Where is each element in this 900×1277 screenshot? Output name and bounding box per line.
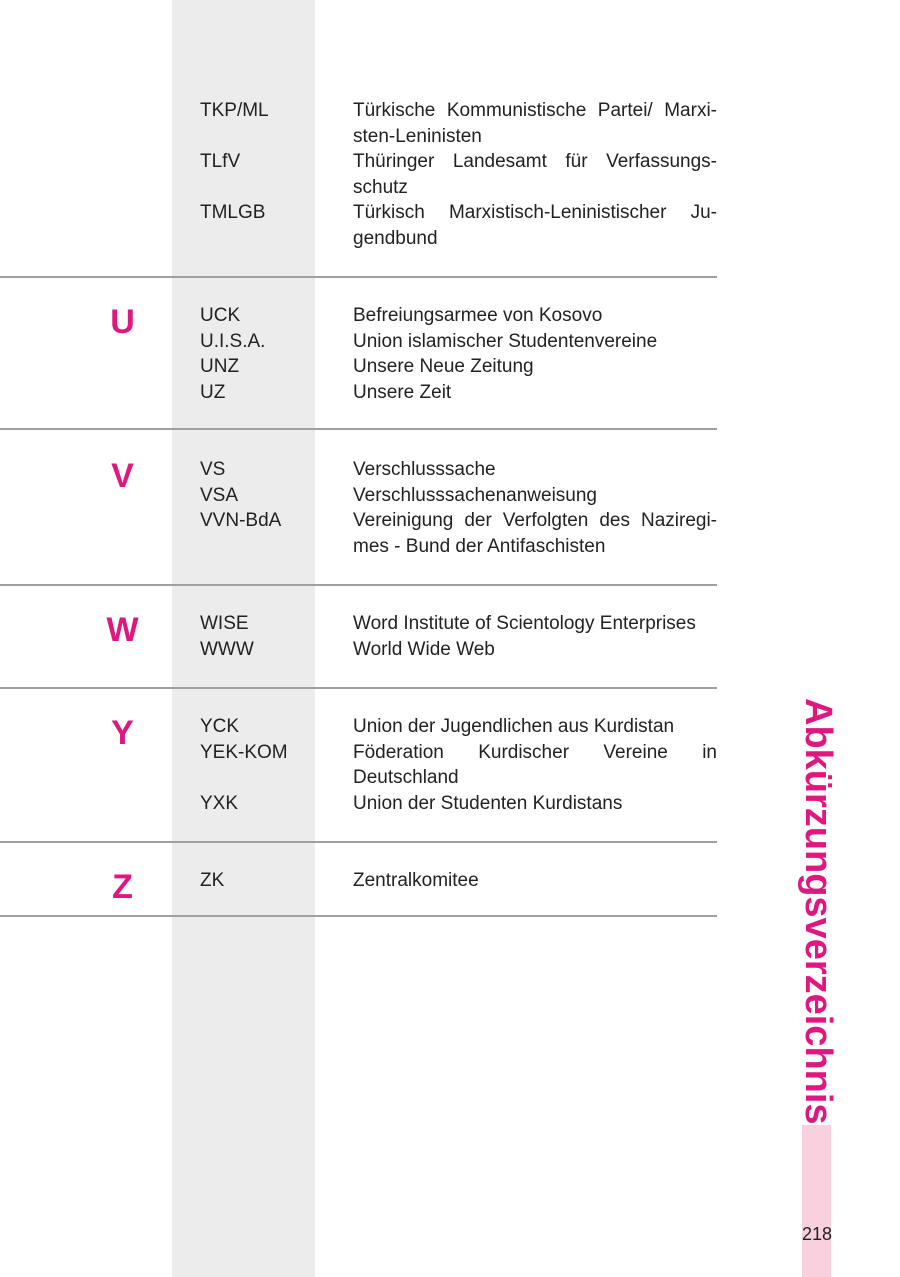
- section-letter: Y: [111, 714, 134, 752]
- section-letter: U: [110, 303, 135, 341]
- description-line: Verschlusssachenanweisung: [353, 484, 597, 506]
- description-line: mes - Bund der Antifaschisten: [353, 535, 606, 557]
- abbreviation: VVN-BdA: [200, 510, 282, 532]
- abbreviation: TMLGB: [200, 202, 266, 224]
- abbreviation: WISE: [200, 613, 249, 634]
- section-letter: W: [106, 611, 139, 649]
- description-line: Union der Studenten Kurdistans: [353, 792, 623, 814]
- description-line: Föderation Kurdischer Vereine in: [353, 741, 717, 763]
- page-number: 218: [801, 1224, 833, 1244]
- abbreviation: VSA: [200, 484, 239, 506]
- abbreviation: TLfV: [200, 151, 241, 173]
- section-rule: [0, 915, 717, 917]
- description-line: Türkische Kommunistische Partei/ Marxi-: [353, 100, 717, 121]
- abbreviation: VS: [200, 459, 226, 480]
- abbreviation: UNZ: [200, 356, 240, 378]
- description-line: World Wide Web: [353, 638, 495, 660]
- description-line: schutz: [353, 176, 408, 198]
- description-line: Verschlusssache: [353, 459, 496, 480]
- abbreviation: U.I.S.A.: [200, 330, 266, 352]
- description-line: Word Institute of Scientology Enterprise…: [353, 613, 696, 634]
- description-line: Deutschland: [353, 767, 459, 789]
- description-line: Türkisch Marxistisch-Leninistischer Ju-: [353, 202, 717, 224]
- description-line: gendbund: [353, 228, 438, 249]
- description-line: Thüringer Landesamt für Verfassungs-: [353, 151, 717, 173]
- section-rule: [0, 584, 717, 586]
- abbreviation: WWW: [200, 638, 254, 660]
- section-rule: [0, 428, 717, 430]
- abbreviation: YCK: [200, 716, 240, 737]
- description-line: Befreiungsarmee von Kosovo: [353, 305, 603, 326]
- description-line: Union der Jugendlichen aus Kurdistan: [353, 716, 675, 737]
- section-letter: V: [111, 457, 134, 495]
- section-rule: [0, 276, 717, 278]
- description-line: Zentralkomitee: [353, 870, 479, 891]
- abbreviation: UZ: [200, 381, 226, 403]
- abbreviation: YXK: [200, 792, 239, 814]
- section-letter: Z: [112, 868, 133, 906]
- description-line: Unsere Neue Zeitung: [353, 356, 534, 378]
- section-rule: [0, 841, 717, 843]
- gray-column: [172, 0, 315, 1277]
- description-line: Unsere Zeit: [353, 381, 452, 403]
- section-rule: [0, 687, 717, 689]
- description-line: Vereinigung der Verfolgten des Naziregi-: [353, 510, 717, 532]
- abbreviation: UCK: [200, 305, 241, 326]
- tab-marker: [802, 1125, 831, 1277]
- description-line: Union islamischer Studentenvereine: [353, 330, 658, 352]
- abbreviation: TKP/ML: [200, 100, 269, 121]
- page-title: Abkürzungsverzeichnis: [797, 698, 839, 1125]
- abbreviation: YEK-KOM: [200, 741, 288, 763]
- description-line: sten-Leninisten: [353, 125, 482, 147]
- abbreviation: ZK: [200, 870, 225, 891]
